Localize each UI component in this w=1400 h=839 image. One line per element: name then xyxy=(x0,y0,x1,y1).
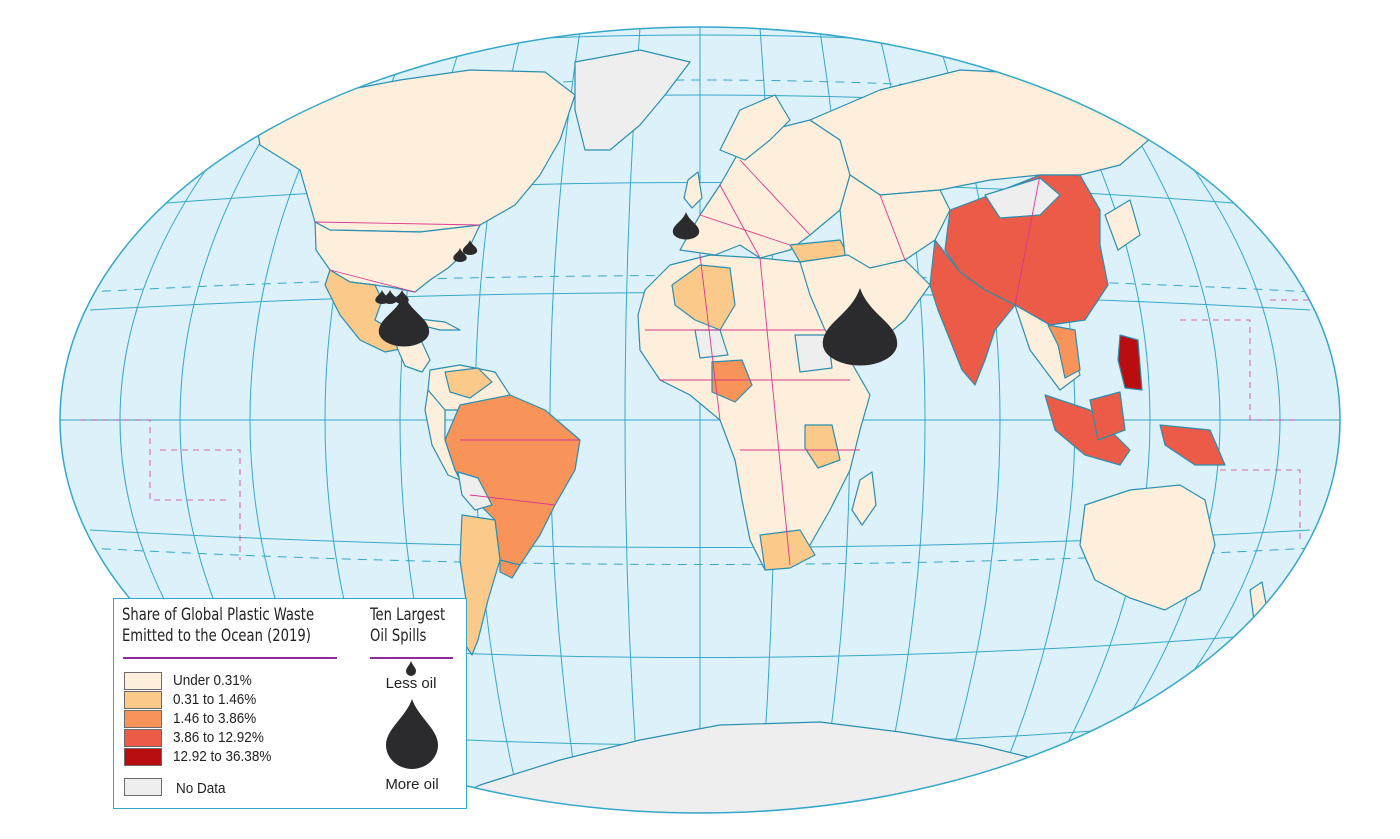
country-borders xyxy=(314,159,1041,566)
legend-label: 12.92 to 36.38% xyxy=(173,748,272,765)
legend-label: 3.86 to 12.92% xyxy=(173,729,264,746)
oil-spill-drop-icon xyxy=(462,240,478,255)
malaysia-indonesia xyxy=(1044,394,1131,466)
more-oil-label: More oil xyxy=(385,776,439,793)
scandinavia xyxy=(719,94,791,161)
spill-legend-title-line2: Oil Spills xyxy=(370,626,427,646)
nigeria xyxy=(711,359,753,403)
legend-swatch xyxy=(124,710,162,728)
spill-legend-rule xyxy=(370,657,453,659)
plastic-legend-title-line2: Emitted to the Ocean (2019) xyxy=(122,626,311,646)
australia xyxy=(1079,484,1216,611)
uk xyxy=(683,171,703,209)
new-guinea xyxy=(1159,424,1226,466)
legend-swatch-no-data xyxy=(124,778,162,796)
less-oil-label: Less oil xyxy=(385,675,437,692)
legend-swatch xyxy=(124,729,162,747)
india xyxy=(929,239,1016,386)
uruguay xyxy=(499,559,521,579)
south-africa xyxy=(759,529,816,571)
small-oil-drop-icon xyxy=(406,661,416,676)
large-oil-drop-icon xyxy=(386,699,438,769)
algeria xyxy=(671,264,736,331)
bolivia xyxy=(457,471,493,511)
venezuela xyxy=(444,367,493,399)
oil-spill-drop-icon xyxy=(383,290,397,304)
oil-spill-drop-icon xyxy=(453,248,467,262)
greenland xyxy=(574,49,691,151)
oil-spill-drop-icon xyxy=(378,294,430,347)
legend-swatch xyxy=(124,672,162,690)
plastic-legend-rule xyxy=(123,657,337,659)
legend-label-no-data: No Data xyxy=(176,780,226,797)
central-asia xyxy=(839,174,951,269)
sudan xyxy=(794,334,833,373)
borneo xyxy=(1089,391,1126,441)
argentina xyxy=(459,514,501,656)
plastic-legend-title-line1: Share of Global Plastic Waste xyxy=(122,605,315,625)
spill-legend-title-line1: Ten Largest xyxy=(370,605,446,625)
oil-spills xyxy=(375,212,898,366)
madagascar xyxy=(851,471,877,526)
mongolia xyxy=(984,177,1061,219)
globe-outline xyxy=(59,26,1341,814)
vietnam xyxy=(1047,324,1081,379)
legend-label: 1.46 to 3.86% xyxy=(173,710,257,727)
philippines xyxy=(1117,334,1143,391)
oil-spill-drop-icon xyxy=(672,212,700,240)
canada xyxy=(254,69,576,233)
legend-swatch xyxy=(124,691,162,709)
korea-japan xyxy=(1104,199,1141,251)
legend-label: Under 0.31% xyxy=(173,672,252,689)
legend: Share of Global Plastic Waste Emitted to… xyxy=(113,598,467,809)
oil-spill-drop-icon xyxy=(822,288,898,366)
legend-label: 0.31 to 1.46% xyxy=(173,691,257,708)
legend-swatch xyxy=(124,748,162,766)
tanzania xyxy=(804,424,841,469)
